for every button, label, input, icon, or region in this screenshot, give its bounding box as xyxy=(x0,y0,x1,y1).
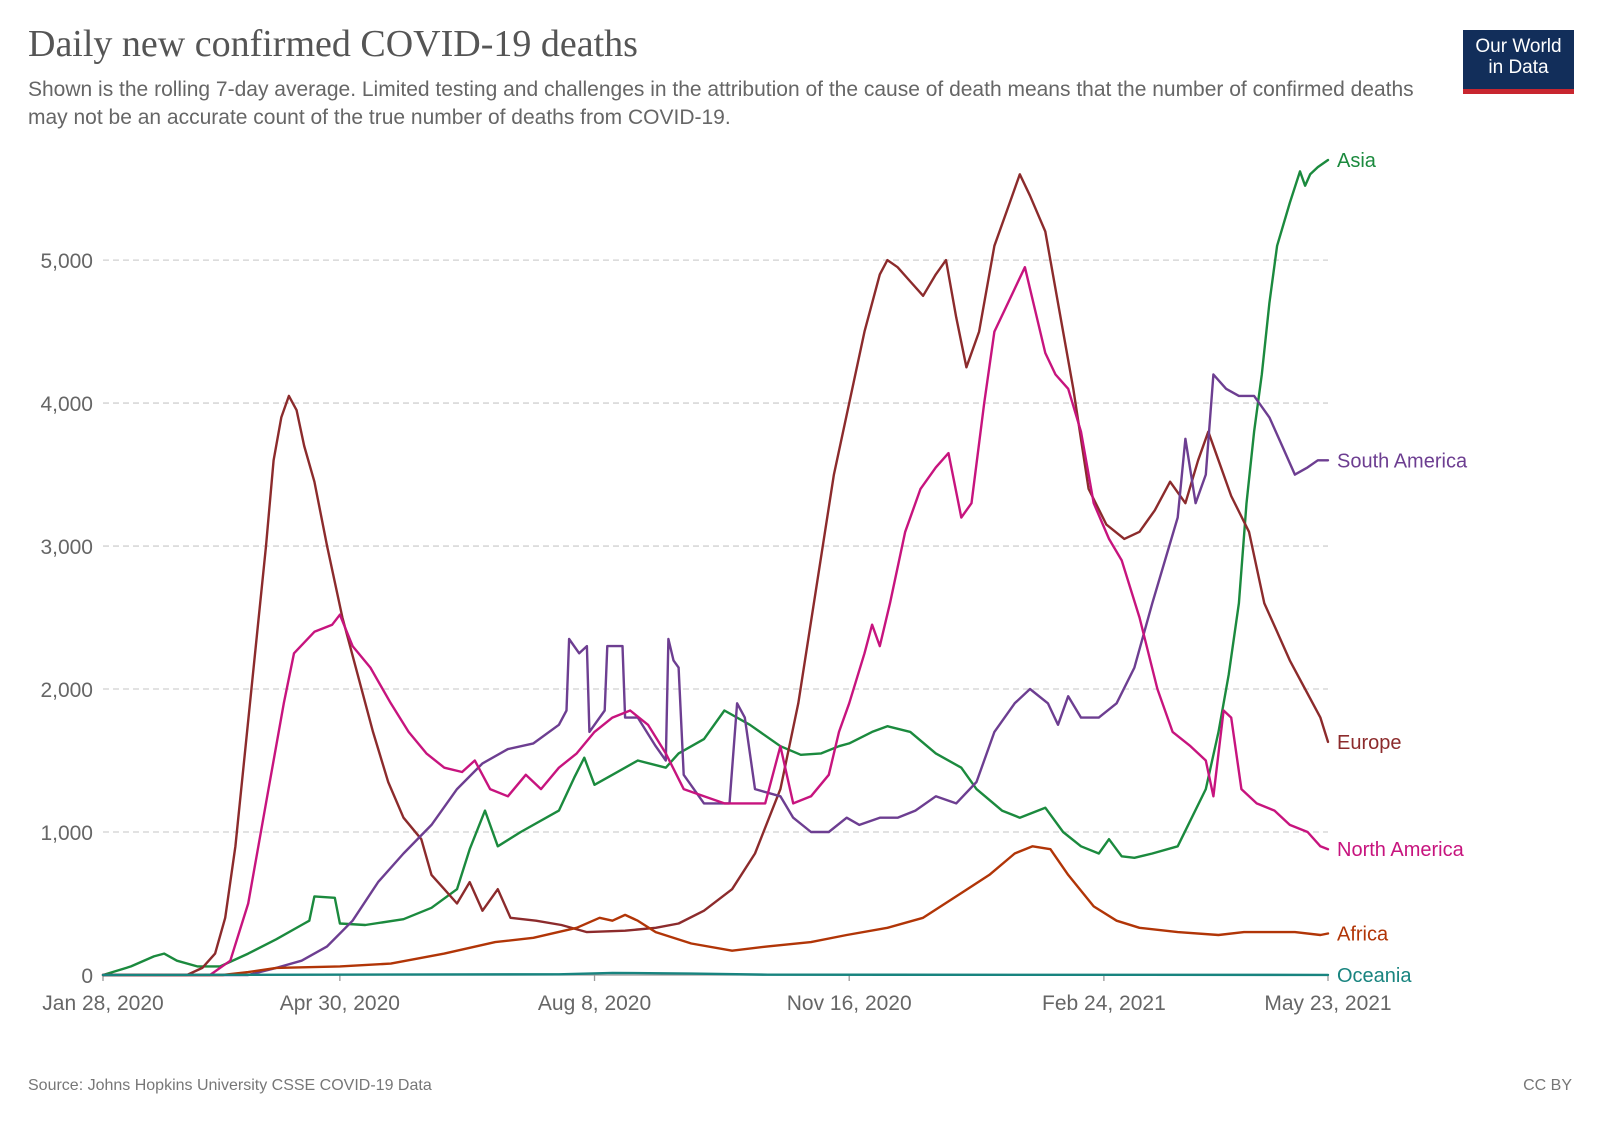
x-axis: Jan 28, 2020 Apr 30, 2020 Aug 8, 2020 Nov 1… xyxy=(42,974,1392,1015)
source-note[interactable]: Source: Johns Hopkins University CSSE CO… xyxy=(28,1077,432,1094)
y-axis-ticks: 0 1,000 2,000 3,000 4,000 5,000 xyxy=(40,250,93,988)
series-line-asia xyxy=(101,158,1330,977)
series-label-north-america: North America xyxy=(1337,839,1465,861)
x-tick-label: May 23, 2021 xyxy=(1264,992,1391,1015)
y-tick-label: 4,000 xyxy=(40,393,93,416)
x-tick-label: Apr 30, 2020 xyxy=(280,992,400,1015)
x-tick-label: Jan 28, 2020 xyxy=(42,992,163,1015)
series-labels: Asia South America Europe North America Afri… xyxy=(1337,150,1468,987)
series-label-asia: Asia xyxy=(1337,150,1377,172)
series-line-europe xyxy=(101,173,1330,977)
license-link[interactable]: CC BY xyxy=(1523,1077,1572,1094)
series-lines xyxy=(101,158,1330,977)
x-tick-label: Feb 24, 2021 xyxy=(1042,992,1166,1015)
series-line-oceania xyxy=(101,971,1330,977)
series-line-north-america xyxy=(101,266,1330,977)
chart-subtitle: Shown is the rolling 7-day average. Limi… xyxy=(28,78,1414,129)
y-tick-label: 0 xyxy=(81,965,93,988)
y-tick-label: 1,000 xyxy=(40,822,93,845)
logo-line-2: in Data xyxy=(1488,57,1549,78)
series-label-oceania: Oceania xyxy=(1337,965,1412,987)
y-tick-label: 5,000 xyxy=(40,250,93,273)
owid-logo[interactable]: Our World in Data xyxy=(1463,30,1574,94)
series-label-south-america: South America xyxy=(1337,450,1468,472)
y-tick-label: 2,000 xyxy=(40,679,93,702)
y-tick-label: 3,000 xyxy=(40,536,93,559)
series-label-africa: Africa xyxy=(1337,924,1389,946)
series-label-europe: Europe xyxy=(1337,732,1402,754)
x-tick-label: Aug 8, 2020 xyxy=(538,992,651,1015)
series-line-south-america xyxy=(101,373,1330,977)
grid-lines xyxy=(103,259,1328,833)
chart-title: Daily new confirmed COVID-19 deaths xyxy=(28,23,638,65)
x-tick-label: Nov 16, 2020 xyxy=(787,992,912,1015)
series-line-africa xyxy=(101,845,1330,977)
logo-line-1: Our World xyxy=(1475,36,1562,57)
